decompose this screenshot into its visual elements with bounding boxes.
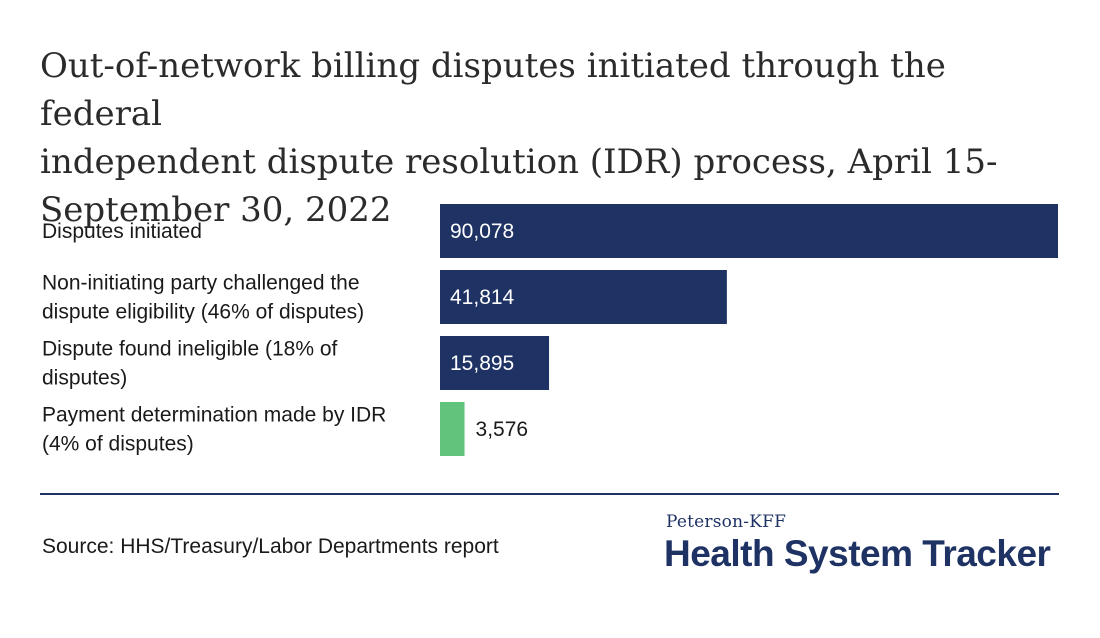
category-label-line: disputes) xyxy=(42,367,127,390)
source-note: Source: HHS/Treasury/Labor Departments r… xyxy=(42,535,499,558)
brand-logo: Health System Tracker xyxy=(664,533,1051,574)
bar-value-label: 90,078 xyxy=(450,220,514,243)
category-label-line: Non-initiating party challenged the xyxy=(42,272,360,295)
chart-title-line-3: September 30, 2022 xyxy=(40,190,392,230)
bar xyxy=(440,204,1058,258)
footer-divider xyxy=(40,493,1059,495)
bar xyxy=(440,336,550,390)
bar xyxy=(440,270,727,324)
category-label-line: Dispute found ineligible (18% of xyxy=(42,338,338,361)
chart-title: Out-of-network billing disputes initiate… xyxy=(40,42,1040,234)
category-label-line: dispute eligibility (46% of disputes) xyxy=(42,301,364,324)
bar-value-label: 15,895 xyxy=(450,352,514,375)
chart-title-line-2: independent dispute resolution (IDR) pro… xyxy=(40,142,998,182)
category-label-line: (4% of disputes) xyxy=(42,433,194,456)
brand-name-small: Peterson-KFF xyxy=(666,512,787,532)
category-label-line: Disputes initiated xyxy=(42,220,202,243)
bar xyxy=(440,402,465,456)
chart-title-line-1: Out-of-network billing disputes initiate… xyxy=(40,46,946,134)
category-label-line: Payment determination made by IDR xyxy=(42,404,386,427)
category-label: Dispute found ineligible (18% of disputes… xyxy=(42,338,338,390)
category-label: Disputes initiated xyxy=(42,220,202,243)
category-label: Payment determination made by IDR (4% of … xyxy=(42,404,386,456)
category-label: Non-initiating party challenged the dispu… xyxy=(42,272,364,324)
bar-value-label: 41,814 xyxy=(450,286,515,309)
bar-value-label: 3,576 xyxy=(476,418,529,441)
